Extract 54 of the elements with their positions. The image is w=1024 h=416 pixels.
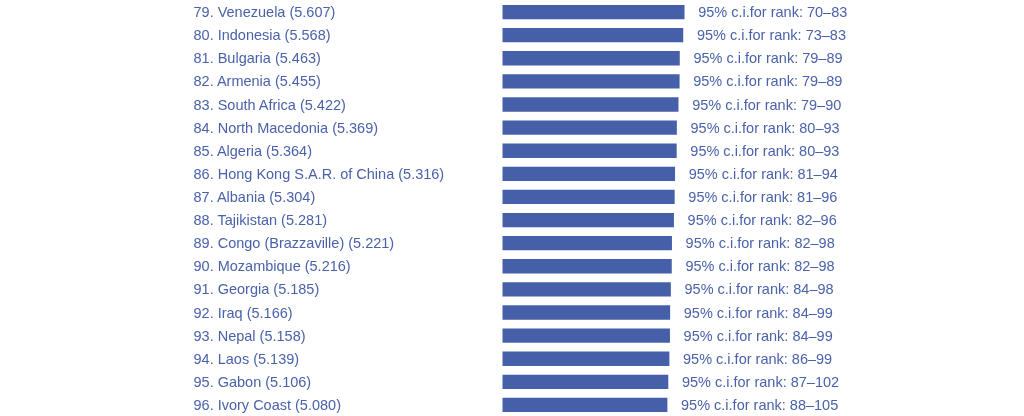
bar [502,259,672,274]
annotation: 95% c.i.for rank: 86–99 [683,350,833,367]
annotation: 95% c.i.for rank: 80–93 [690,142,840,159]
annotation: 95% c.i.for rank: 87–102 [681,373,840,390]
bar [502,374,669,389]
annotation: 95% c.i.for rank: 81–96 [688,188,838,205]
bar [502,305,671,320]
annotation: 95% c.i.for rank: 84–98 [684,281,834,298]
annotation: 95% c.i.for rank: 82–98 [685,235,835,252]
annotation: 95% c.i.for rank: 79–90 [692,96,842,113]
annotation: 95% c.i.for rank: 82–98 [685,258,835,275]
y-tick-label: 90. Mozambique (5.216) [193,258,351,275]
annotation: 95% c.i.for rank: 84–99 [683,327,833,344]
y-tick-label: 84. North Macedonia (5.369) [193,119,379,136]
bar [502,397,668,413]
annotation: 95% c.i.for rank: 88–105 [681,396,839,413]
bar [502,97,679,112]
bar [502,212,674,228]
y-tick-label: 89. Congo (Brazzaville) (5.221) [193,235,395,252]
bar [502,282,671,297]
annotation: 95% c.i.for rank: 81–94 [688,165,838,182]
y-tick-label: 83. South Africa (5.422) [193,96,346,113]
y-tick-label: 91. Georgia (5.185) [193,281,320,298]
bar [502,328,670,343]
bar [502,4,685,20]
annotation: 95% c.i.for rank: 79–89 [693,73,843,90]
bar [502,74,680,89]
y-tick-label: 92. Iraq (5.166) [193,304,293,321]
y-tick-label: 79. Venezuela (5.607) [193,4,336,21]
annotation: 95% c.i.for rank: 79–89 [693,50,843,67]
y-tick-label: 80. Indonesia (5.568) [193,27,331,44]
annotation: 95% c.i.for rank: 73–83 [696,27,846,44]
y-tick-label: 96. Ivory Coast (5.080) [193,396,341,413]
y-tick-label: 95. Gabon (5.106) [193,373,312,390]
annotation: 95% c.i.for rank: 84–99 [683,304,833,321]
annotation: 95% c.i.for rank: 70–83 [698,4,848,21]
bar [502,351,670,366]
bar [502,51,680,66]
bar [502,120,677,135]
bar [502,143,677,158]
annotation: 95% c.i.for rank: 82–96 [687,212,837,229]
y-tick-label: 87. Albania (5.304) [193,188,316,205]
annotation: 95% c.i.for rank: 80–93 [690,119,840,136]
y-tick-label: 86. Hong Kong S.A.R. of China (5.316) [193,165,445,182]
bar [502,166,676,181]
y-tick-label: 88. Tajikistan (5.281) [193,212,328,229]
bar [502,189,675,205]
y-tick-label: 85. Algeria (5.364) [193,142,312,159]
bar [502,236,672,251]
y-tick-label: 93. Nepal (5.158) [193,327,306,344]
y-tick-label: 82. Armenia (5.455) [193,73,321,90]
y-tick-label: 81. Bulgaria (5.463) [193,50,321,67]
y-tick-label: 94. Laos (5.139) [193,350,300,367]
bar [502,28,684,43]
